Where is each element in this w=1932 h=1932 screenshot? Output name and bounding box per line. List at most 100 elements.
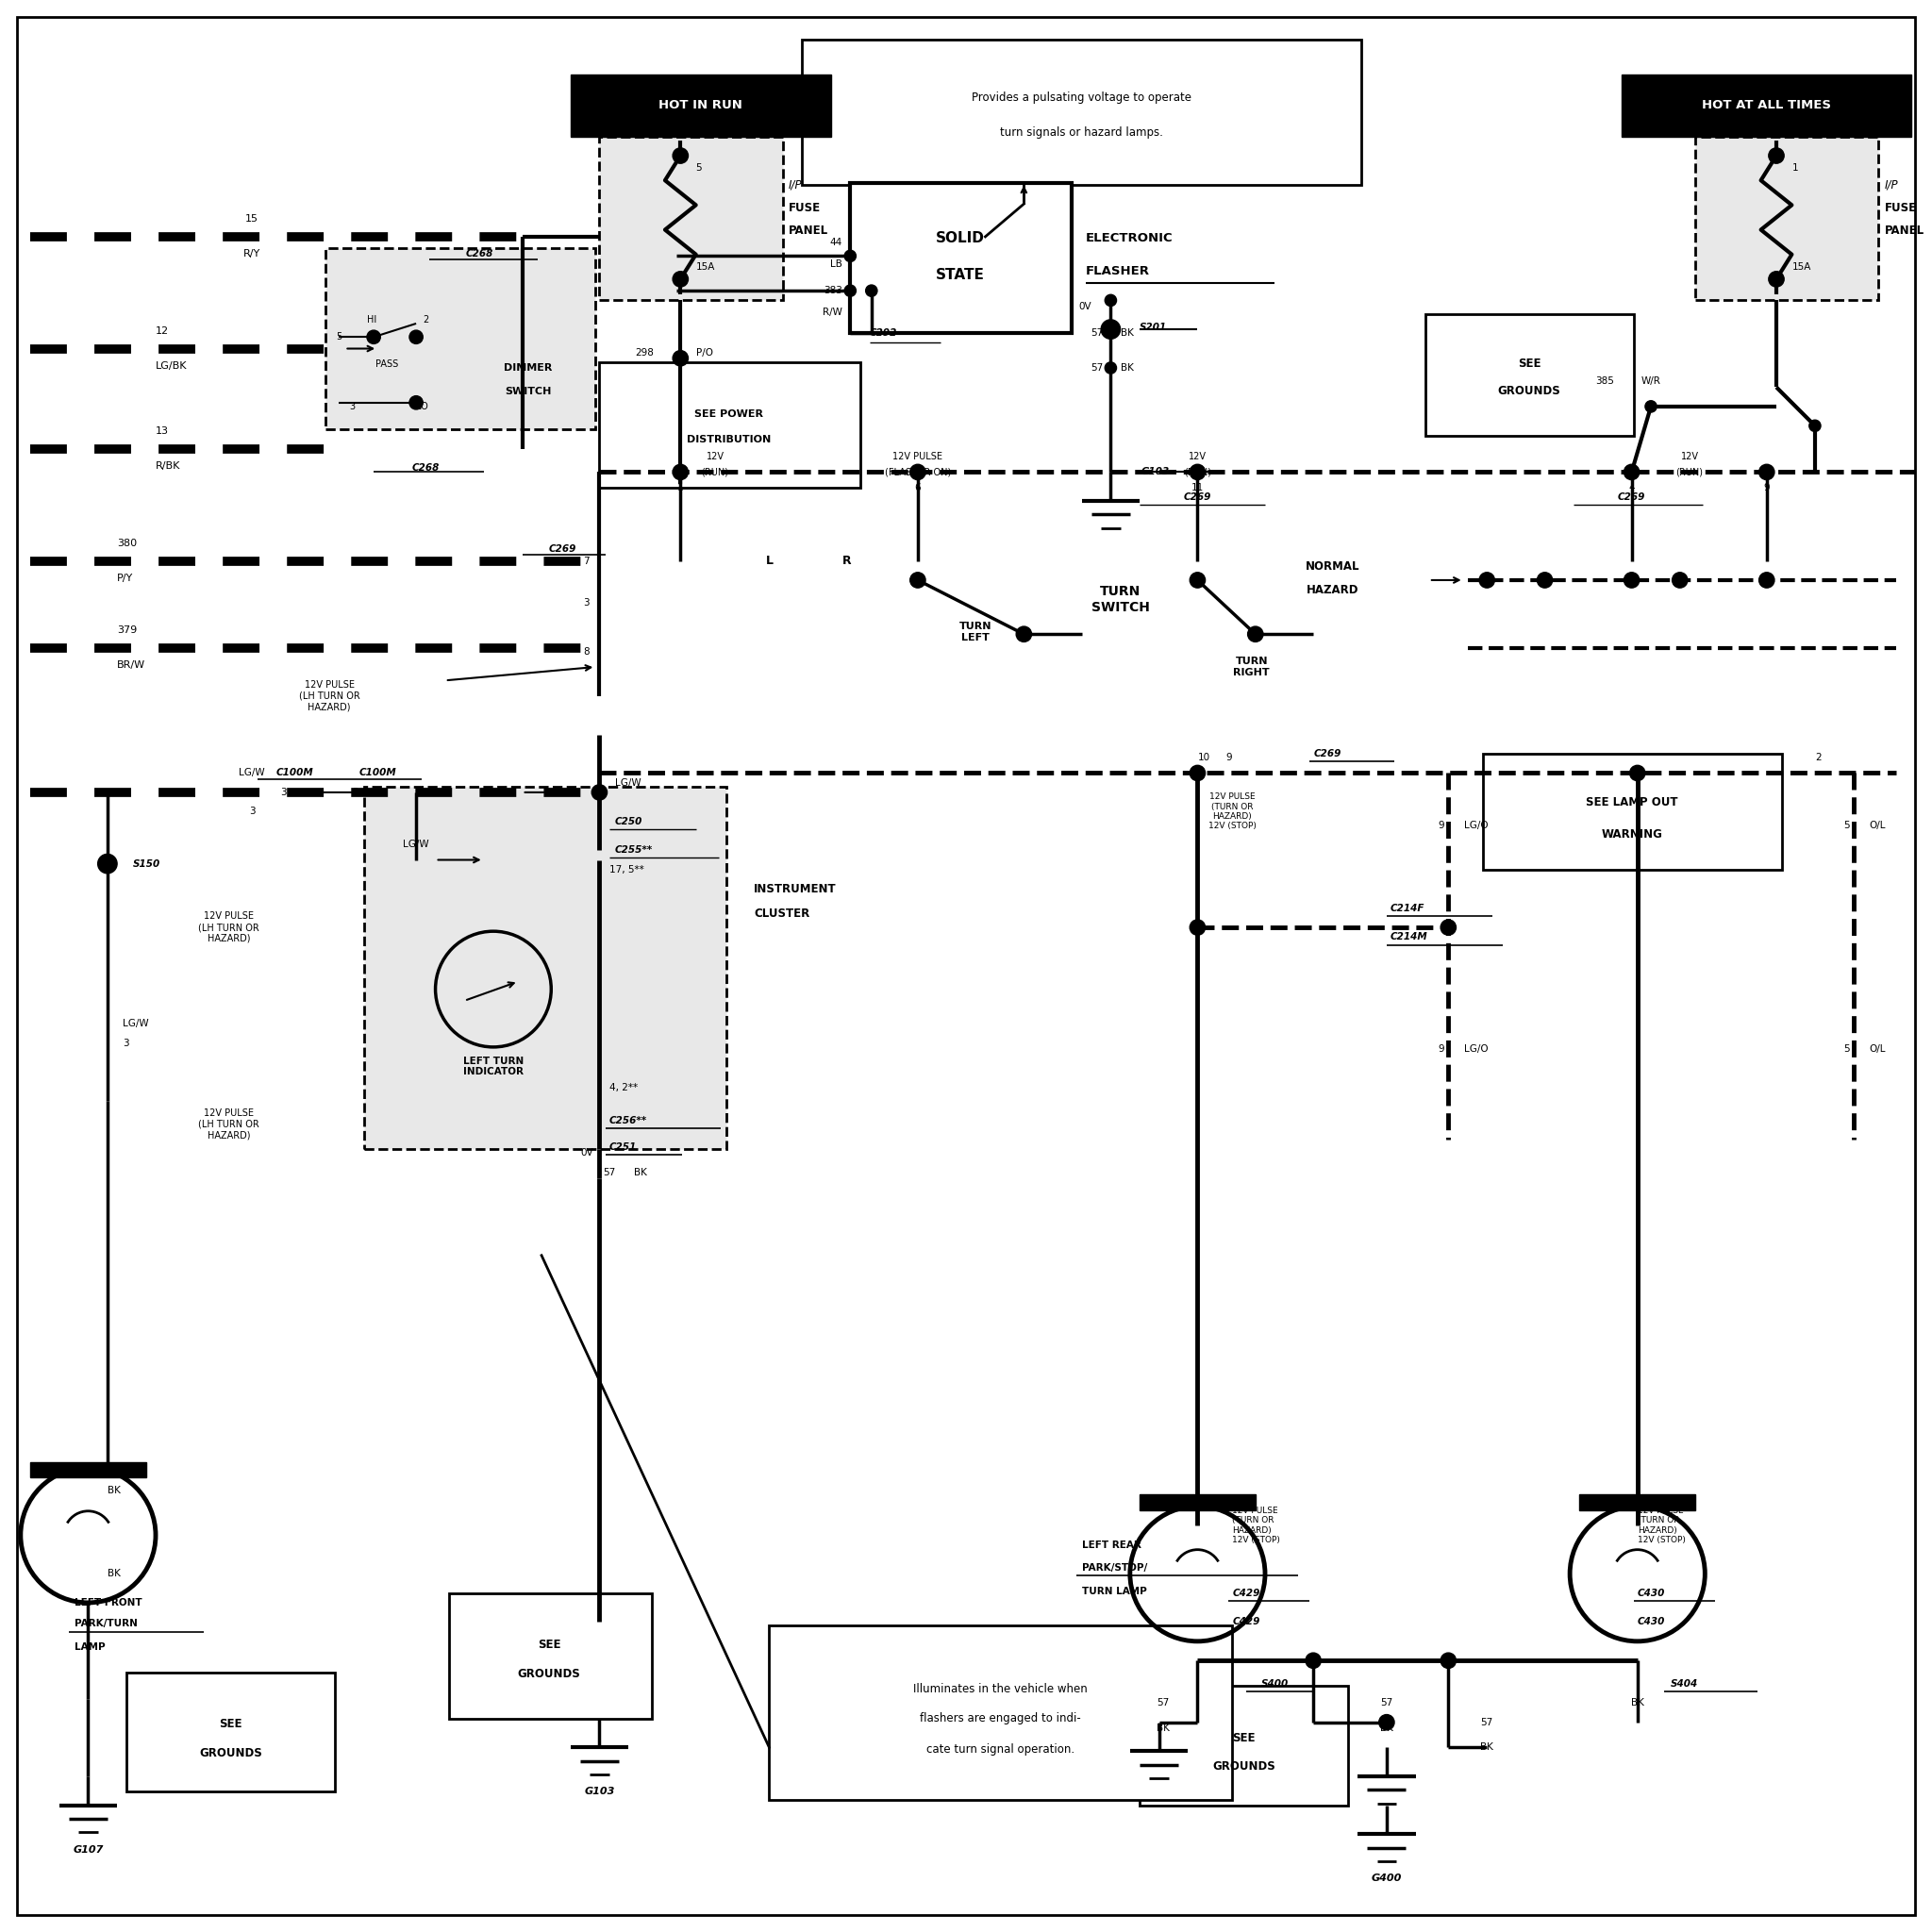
- Text: 7: 7: [583, 556, 589, 566]
- Circle shape: [99, 854, 118, 873]
- Text: C269: C269: [1184, 493, 1211, 502]
- Text: O/L: O/L: [1868, 821, 1886, 831]
- Text: LAMP: LAMP: [75, 1642, 106, 1652]
- Text: 12: 12: [156, 327, 168, 336]
- Text: LG/BK: LG/BK: [156, 361, 187, 371]
- Bar: [599, 361, 860, 487]
- Circle shape: [1105, 361, 1117, 373]
- Text: R/W: R/W: [823, 307, 842, 317]
- Circle shape: [1016, 626, 1032, 641]
- Text: 2: 2: [1814, 753, 1822, 763]
- Text: G107: G107: [73, 1845, 104, 1855]
- Text: 57: 57: [1157, 1698, 1169, 1708]
- Text: LG/W: LG/W: [404, 840, 429, 850]
- Bar: [1140, 1685, 1349, 1804]
- Bar: [1140, 1495, 1256, 1511]
- Text: 15A: 15A: [1791, 263, 1810, 272]
- Text: (RUN): (RUN): [1184, 468, 1211, 477]
- Text: 57: 57: [1090, 328, 1103, 338]
- Circle shape: [1646, 400, 1658, 412]
- Text: C100M: C100M: [276, 769, 313, 779]
- Text: 57: 57: [1480, 1718, 1493, 1727]
- Text: O/L: O/L: [1868, 1045, 1886, 1053]
- Text: flashers are engaged to indi-: flashers are engaged to indi-: [920, 1712, 1082, 1725]
- Bar: [599, 137, 782, 299]
- Text: GROUNDS: GROUNDS: [199, 1747, 263, 1760]
- Text: turn signals or hazard lamps.: turn signals or hazard lamps.: [1001, 126, 1163, 139]
- Text: 6: 6: [914, 483, 922, 493]
- Text: 4, 2**: 4, 2**: [609, 1082, 638, 1092]
- Text: C256**: C256**: [609, 1115, 647, 1124]
- Text: S201: S201: [1140, 323, 1167, 332]
- Circle shape: [410, 330, 423, 344]
- Text: C100M: C100M: [359, 769, 396, 779]
- Text: BK: BK: [1155, 1723, 1169, 1733]
- Text: C214F: C214F: [1391, 904, 1426, 912]
- Text: SEE: SEE: [1519, 357, 1542, 371]
- Circle shape: [844, 284, 856, 296]
- Text: 0V: 0V: [582, 1148, 593, 1157]
- Text: G103: G103: [1142, 468, 1171, 477]
- Circle shape: [1379, 1714, 1395, 1729]
- Text: HOT AT ALL TIMES: HOT AT ALL TIMES: [1702, 99, 1832, 112]
- Text: TURN LAMP: TURN LAMP: [1082, 1586, 1146, 1596]
- Text: P/Y: P/Y: [118, 574, 133, 583]
- Text: (RUN): (RUN): [701, 468, 728, 477]
- Text: R: R: [842, 554, 850, 566]
- Circle shape: [1190, 572, 1206, 587]
- Text: CLUSTER: CLUSTER: [753, 908, 810, 920]
- Text: C430: C430: [1638, 1617, 1665, 1627]
- Text: SEE: SEE: [1233, 1731, 1256, 1745]
- Text: LEFT REAR: LEFT REAR: [1082, 1540, 1142, 1549]
- Text: cate turn signal operation.: cate turn signal operation.: [927, 1743, 1074, 1756]
- Circle shape: [1248, 626, 1264, 641]
- Text: TURN
LEFT: TURN LEFT: [960, 622, 991, 643]
- Circle shape: [1538, 572, 1553, 587]
- Text: WARNING: WARNING: [1602, 829, 1662, 840]
- Text: C429: C429: [1233, 1588, 1260, 1598]
- Text: BK: BK: [108, 1486, 120, 1495]
- Text: 380: 380: [118, 539, 137, 549]
- Text: Illuminates in the vehicle when: Illuminates in the vehicle when: [914, 1683, 1088, 1696]
- Text: 0V: 0V: [1625, 1495, 1638, 1505]
- Text: SOLID: SOLID: [935, 232, 985, 245]
- Text: 5: 5: [696, 164, 701, 172]
- Text: 12V PULSE
(LH TURN OR
HAZARD): 12V PULSE (LH TURN OR HAZARD): [299, 680, 359, 711]
- Bar: [802, 41, 1362, 185]
- Text: 4: 4: [1629, 483, 1634, 493]
- Text: PARK/TURN: PARK/TURN: [75, 1619, 137, 1629]
- Circle shape: [844, 251, 856, 261]
- Text: SWITCH: SWITCH: [504, 386, 551, 396]
- Circle shape: [1480, 572, 1495, 587]
- Text: 9: 9: [1227, 753, 1233, 763]
- Text: LG/O: LG/O: [1464, 1045, 1488, 1053]
- Circle shape: [1306, 1654, 1321, 1669]
- Text: HAZARD: HAZARD: [1306, 583, 1358, 595]
- Text: 12V PULSE
(LH TURN OR
HAZARD): 12V PULSE (LH TURN OR HAZARD): [199, 1109, 259, 1140]
- Text: SEE LAMP OUT: SEE LAMP OUT: [1586, 796, 1677, 808]
- Circle shape: [1758, 572, 1774, 587]
- Circle shape: [1768, 270, 1783, 286]
- Text: 17, 5**: 17, 5**: [609, 866, 643, 875]
- Circle shape: [910, 572, 925, 587]
- Text: PARK/STOP/: PARK/STOP/: [1082, 1563, 1148, 1573]
- Circle shape: [1758, 464, 1774, 479]
- Text: 385: 385: [1596, 377, 1615, 386]
- Text: LEFT FRONT: LEFT FRONT: [75, 1598, 143, 1607]
- Text: 1: 1: [678, 483, 684, 493]
- Circle shape: [367, 330, 381, 344]
- Bar: [325, 249, 595, 429]
- Text: 3: 3: [124, 1039, 129, 1047]
- Text: L: L: [765, 554, 773, 566]
- Circle shape: [1190, 920, 1206, 935]
- Text: BR/W: BR/W: [118, 661, 145, 670]
- Text: TURN
RIGHT: TURN RIGHT: [1233, 657, 1269, 676]
- Text: SEE: SEE: [220, 1718, 242, 1731]
- Circle shape: [866, 284, 877, 296]
- Text: 13: 13: [156, 427, 168, 437]
- Text: BK: BK: [1121, 328, 1134, 338]
- Text: 12V: 12V: [1188, 452, 1206, 462]
- Text: LO: LO: [415, 402, 427, 412]
- Text: BK: BK: [1379, 1723, 1393, 1733]
- Text: S404: S404: [1671, 1679, 1698, 1689]
